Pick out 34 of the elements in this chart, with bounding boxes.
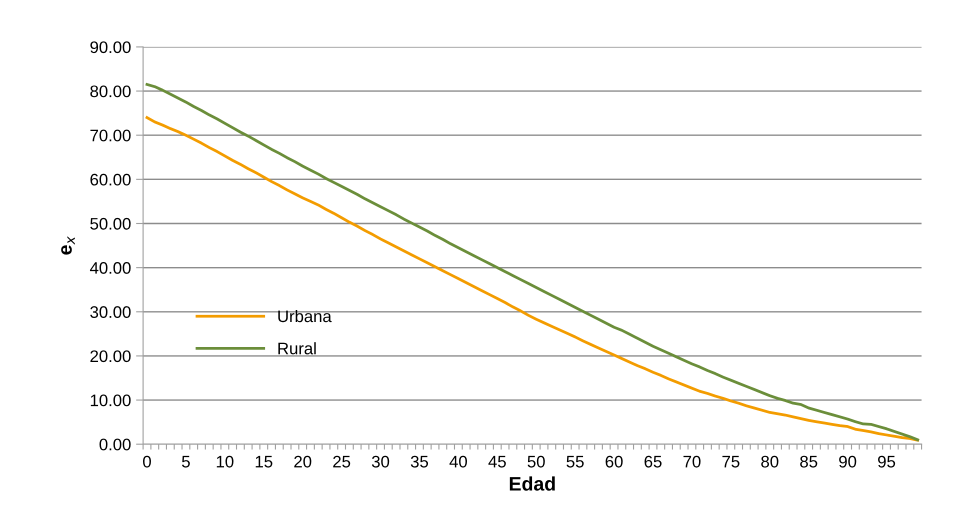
x-tick-label: 55 [566,456,584,468]
x-tick-label: 65 [644,456,662,468]
legend-label: Urbana [278,310,332,322]
x-tick-label: 40 [449,456,467,468]
y-tick-label: 20.00 [90,350,131,362]
y-tick-label: 0.00 [100,438,131,450]
x-tick-label: 10 [216,456,234,468]
x-tick-label: 25 [333,456,350,468]
x-axis-title: Edad [510,476,555,491]
x-tick-label: 30 [372,456,390,468]
x-tick-label: 60 [606,456,623,468]
y-tick-label: 40.00 [90,262,131,274]
y-tick-label: 60.00 [90,174,131,186]
y-tick-label: 80.00 [90,85,131,98]
y-tick-label: 30.00 [90,306,131,318]
y-axis-title: e$_{x}$ [61,236,75,255]
x-tick-label: 80 [761,456,778,468]
y-tick-label: 90.00 [90,41,131,54]
x-tick-label: 95 [878,456,896,468]
x-tick-label: 75 [722,456,740,468]
x-tick-label: 0 [143,456,151,468]
x-tick-label: 45 [488,456,506,468]
x-tick-label: 5 [182,456,190,468]
y-tick-label: 70.00 [90,130,131,142]
legend-label: Rural [278,342,316,354]
x-tick-label: 70 [684,456,701,468]
x-tick-label: 90 [839,456,856,468]
y-tick-label: 10.00 [90,394,131,406]
y-tick-label: 50.00 [90,218,131,230]
x-tick-label: 15 [256,456,272,468]
x-tick-label: 35 [410,456,428,468]
x-tick-label: 85 [800,456,818,468]
x-tick-label: 20 [294,456,312,468]
x-tick-label: 50 [528,456,545,468]
